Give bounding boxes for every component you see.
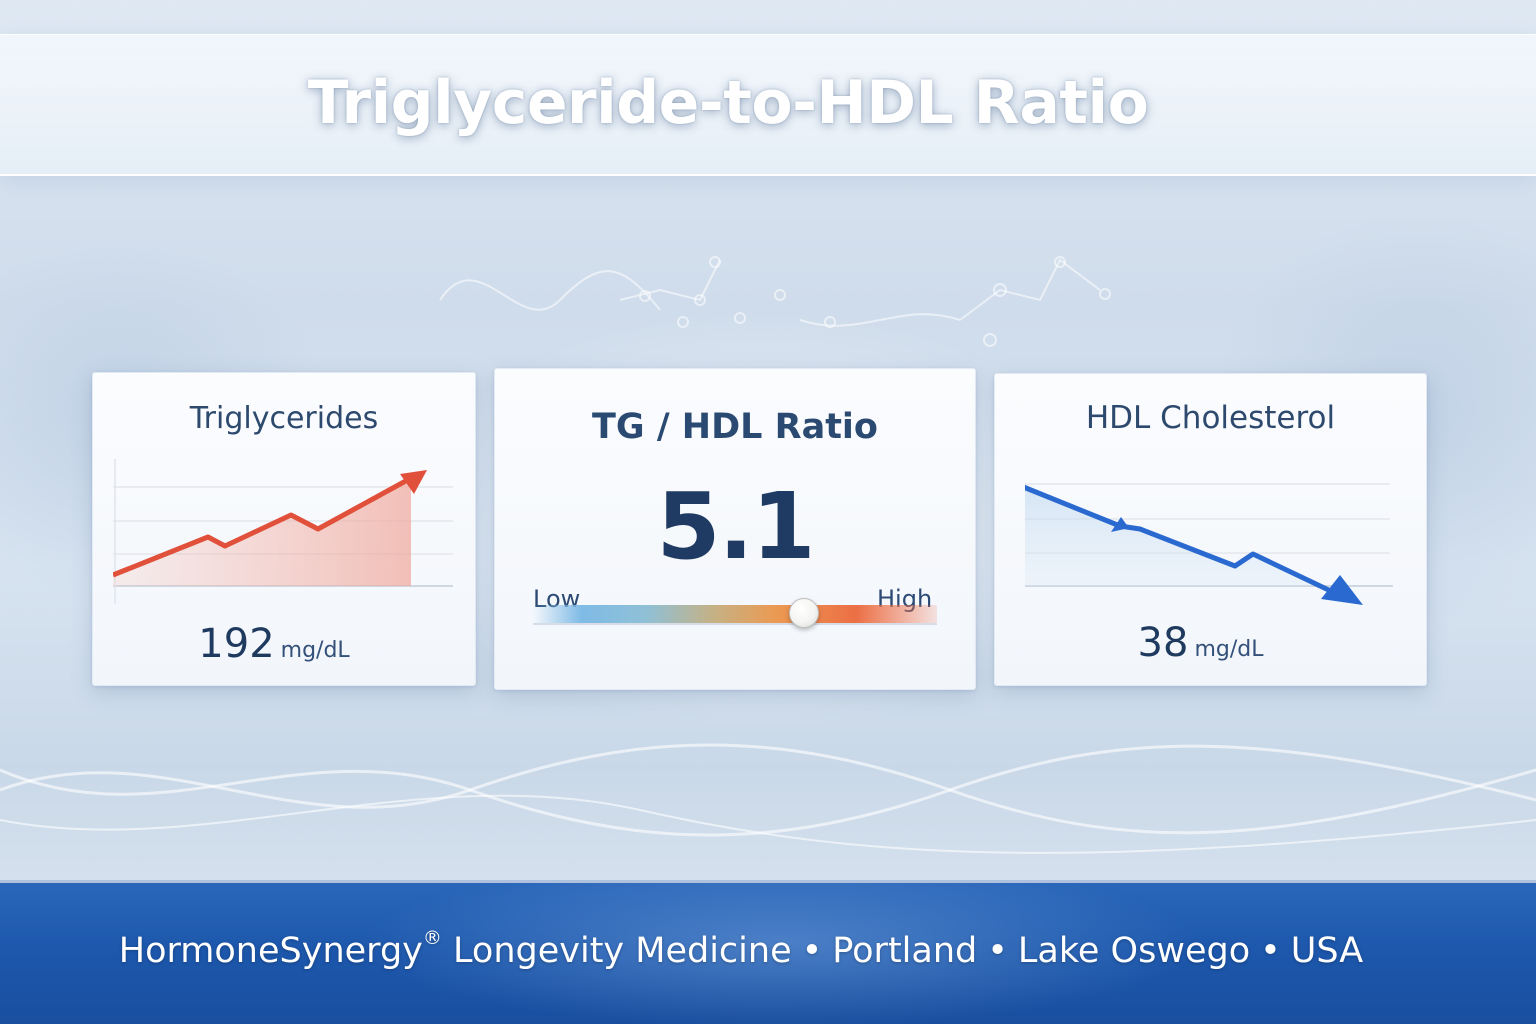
hdl-midpoint-arrow xyxy=(1111,517,1129,532)
hdl-card: HDL Cholesterol 38 mg/dL xyxy=(994,373,1427,686)
triglycerides-line xyxy=(113,474,415,578)
triglycerides-card: Triglycerides 192 mg/dL xyxy=(92,372,476,686)
location-country: USA xyxy=(1290,931,1364,971)
hdl-unit: mg/dL xyxy=(1194,637,1264,662)
hdl-line xyxy=(1025,484,1339,597)
triglycerides-arrowhead xyxy=(400,470,427,494)
footer-text: HormoneSynergy® Longevity Medicine • Portl… xyxy=(0,927,1482,971)
triglycerides-reading: 192 mg/dL xyxy=(93,621,475,667)
ratio-value: 5.1 xyxy=(656,473,816,580)
separator: • xyxy=(987,931,1008,971)
ratio-gauge-marker xyxy=(788,598,819,628)
separator: • xyxy=(1260,931,1281,971)
triglycerides-unit: mg/dL xyxy=(280,638,350,663)
hdl-arrowhead xyxy=(1321,575,1363,605)
molecule-decoration xyxy=(439,256,1111,347)
ratio-card: TG / HDL Ratio 5.1 Low High xyxy=(494,368,976,690)
hdl-value: 38 xyxy=(1137,620,1189,666)
triglycerides-trend-chart xyxy=(113,459,453,604)
registered-mark: ® xyxy=(422,927,442,949)
location-lake-oswego: Lake Oswego xyxy=(1017,931,1251,971)
triglycerides-area xyxy=(113,478,411,586)
location-portland: Portland xyxy=(832,931,978,971)
triglycerides-value: 192 xyxy=(198,621,275,667)
title-band xyxy=(0,34,1536,176)
triglycerides-card-title: Triglycerides xyxy=(189,401,379,436)
ratio-gauge-track xyxy=(533,605,937,625)
ratio-gauge-baseline xyxy=(533,623,937,625)
hdl-reading: 38 mg/dL xyxy=(995,620,1426,666)
separator: • xyxy=(801,931,823,971)
hdl-trend-chart xyxy=(1025,483,1393,605)
hdl-area xyxy=(1025,487,1325,586)
footer-band: HormoneSynergy® Longevity Medicine • Portl… xyxy=(0,880,1536,1024)
dna-wave-decoration xyxy=(0,743,1536,854)
ratio-card-title: TG / HDL Ratio xyxy=(592,407,878,447)
footer-glow xyxy=(0,883,1536,1024)
practice-name: Longevity Medicine xyxy=(453,931,792,971)
page-title: Triglyceride-to-HDL Ratio xyxy=(307,68,1149,138)
hdl-card-title: HDL Cholesterol xyxy=(1085,400,1336,436)
brand-name: HormoneSynergy xyxy=(118,931,423,971)
